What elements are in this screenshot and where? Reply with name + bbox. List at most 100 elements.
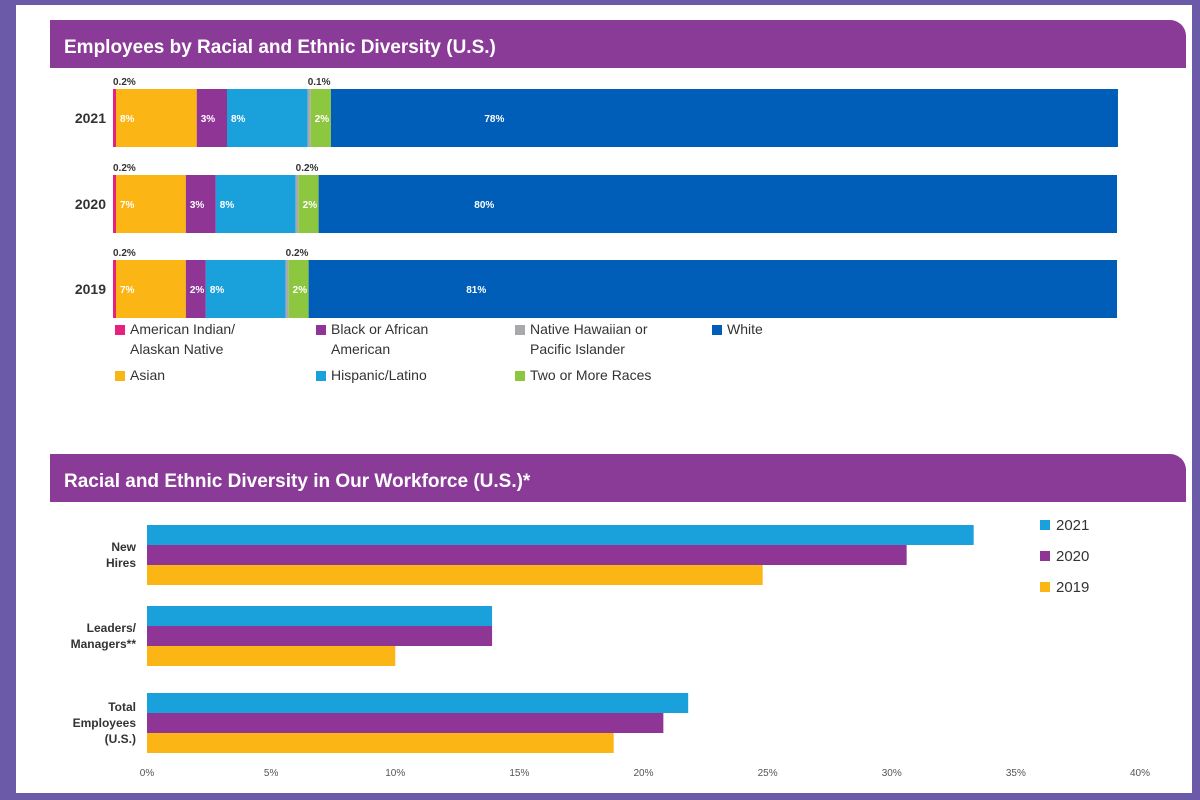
category-label: New [111, 540, 136, 554]
section-title: Racial and Ethnic Diversity in Our Workf… [64, 471, 531, 492]
bar-segment-2019-3 [205, 260, 286, 318]
section-header-bar [50, 20, 1186, 68]
legend-label-3: Hispanic/Latino [331, 367, 427, 383]
inside-label-2020-5: 2% [303, 200, 318, 211]
row-label-2020: 2020 [75, 196, 106, 212]
bar-segment-2020-4 [295, 175, 299, 233]
inside-label-2021-6: 78% [484, 114, 504, 125]
bar-0-2020 [147, 545, 907, 565]
category-label: Leaders/ [87, 621, 137, 635]
legend-label-1: Asian [130, 367, 165, 383]
legend-label-2: American [331, 341, 390, 357]
category-label: Hires [106, 556, 136, 570]
grouped-workforce-chart: Racial and Ethnic Diversity in Our Workf… [50, 454, 1186, 779]
legend-swatch-2020 [1040, 551, 1050, 561]
x-tick-label: 25% [758, 768, 778, 779]
bar-1-2020 [147, 626, 493, 646]
bar-0-2019 [147, 565, 763, 585]
x-tick-label: 0% [140, 768, 155, 779]
category-label: Employees [73, 716, 137, 730]
bar-segment-2019-1 [116, 260, 186, 318]
bar-1-2021 [147, 606, 493, 626]
inside-label-2021-1: 8% [120, 114, 135, 125]
bar-2-2019 [147, 733, 614, 753]
legend-label-0: Alaskan Native [130, 341, 224, 357]
legend-label-2: Black or African [331, 321, 428, 337]
category-label: Managers** [71, 637, 137, 651]
bar-segment-2020-6 [318, 175, 1118, 233]
inside-label-2019-1: 7% [120, 285, 135, 296]
inside-label-2020-1: 7% [120, 200, 135, 211]
bar-segment-2021-4 [307, 89, 311, 147]
inside-label-2019-6: 81% [466, 285, 486, 296]
inside-label-2021-3: 8% [231, 114, 246, 125]
above-label-2019-0: 0.2% [113, 248, 136, 259]
legend-swatch-2 [316, 325, 326, 335]
above-label-2020-4: 0.2% [296, 163, 319, 174]
legend-label-2021: 2021 [1056, 517, 1089, 534]
legend-swatch-2021 [1040, 520, 1050, 530]
bar-segment-2021-0 [113, 89, 116, 147]
bar-segment-2021-6 [330, 89, 1118, 147]
above-label-2020-0: 0.2% [113, 163, 136, 174]
above-label-2019-4: 0.2% [286, 248, 309, 259]
bar-segment-2019-0 [113, 260, 116, 318]
stacked-diversity-chart: Employees by Racial and Ethnic Diversity… [50, 20, 1186, 383]
x-tick-label: 10% [385, 768, 405, 779]
category-label: Total [108, 700, 136, 714]
bar-segment-2020-2 [185, 175, 216, 233]
x-tick-label: 20% [633, 768, 653, 779]
inside-label-2021-2: 3% [201, 114, 216, 125]
inside-label-2019-2: 2% [190, 285, 205, 296]
bar-2-2021 [147, 693, 689, 713]
legend-swatch-2019 [1040, 582, 1050, 592]
legend-swatch-5 [515, 371, 525, 381]
legend-swatch-3 [316, 371, 326, 381]
inside-label-2021-5: 2% [315, 114, 330, 125]
category-label: (U.S.) [105, 732, 136, 746]
bar-segment-2019-5 [288, 260, 309, 318]
bar-segment-2020-1 [116, 175, 186, 233]
x-tick-label: 30% [882, 768, 902, 779]
x-tick-label: 40% [1130, 768, 1150, 779]
above-label-2021-0: 0.2% [113, 77, 136, 88]
bar-segment-2019-6 [308, 260, 1118, 318]
above-label-2021-4: 0.1% [308, 77, 331, 88]
inside-label-2020-3: 8% [220, 200, 235, 211]
bar-1-2019 [147, 646, 396, 666]
bar-0-2021 [147, 525, 974, 545]
x-tick-label: 35% [1006, 768, 1026, 779]
inside-label-2019-5: 2% [293, 285, 308, 296]
legend-label-6: White [727, 321, 763, 337]
row-label-2021: 2021 [75, 110, 106, 126]
inside-label-2020-2: 3% [190, 200, 205, 211]
legend-label-2019: 2019 [1056, 579, 1089, 596]
bar-segment-2020-3 [215, 175, 296, 233]
legend-label-4: Native Hawaiian or [530, 321, 648, 337]
legend-swatch-0 [115, 325, 125, 335]
legend-label-4: Pacific Islander [530, 341, 625, 357]
x-tick-label: 5% [264, 768, 279, 779]
legend-swatch-1 [115, 371, 125, 381]
legend-swatch-4 [515, 325, 525, 335]
bar-segment-2021-5 [310, 89, 331, 147]
bar-segment-2020-0 [113, 175, 116, 233]
legend-label-2020: 2020 [1056, 548, 1089, 565]
legend-label-5: Two or More Races [530, 367, 651, 383]
bar-2-2020 [147, 713, 664, 733]
section-title: Employees by Racial and Ethnic Diversity… [64, 37, 496, 58]
legend-label-0: American Indian/ [130, 321, 235, 337]
legend-swatch-6 [712, 325, 722, 335]
bar-segment-2019-2 [185, 260, 206, 318]
x-tick-label: 15% [509, 768, 529, 779]
bar-segment-2021-2 [196, 89, 227, 147]
inside-label-2019-3: 8% [210, 285, 225, 296]
bar-segment-2021-3 [226, 89, 308, 147]
section-header-bar [50, 454, 1186, 502]
bar-segment-2020-5 [298, 175, 319, 233]
bar-segment-2019-4 [285, 260, 289, 318]
bar-segment-2021-1 [116, 89, 197, 147]
inside-label-2020-6: 80% [474, 200, 494, 211]
row-label-2019: 2019 [75, 281, 106, 297]
